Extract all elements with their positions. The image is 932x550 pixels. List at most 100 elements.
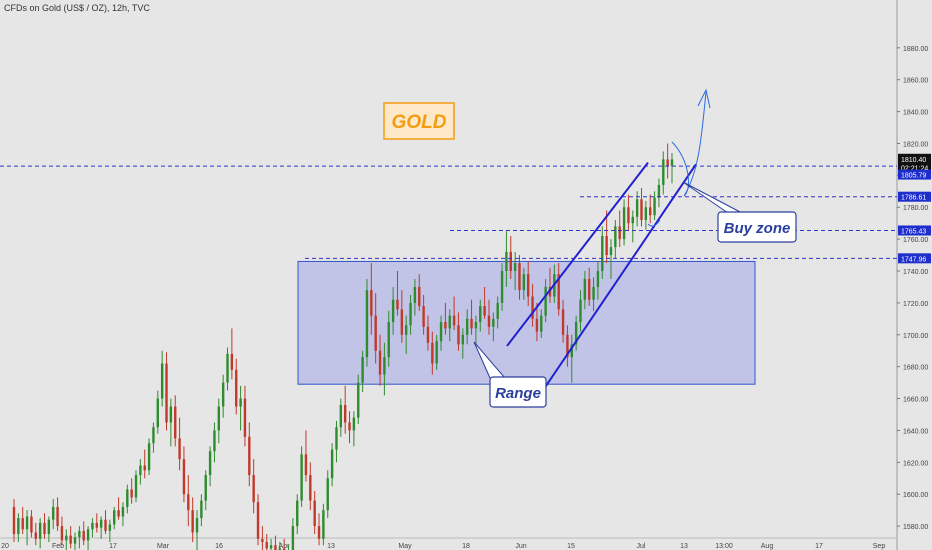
candle-body (169, 406, 173, 423)
candle-body (452, 315, 456, 326)
candle-body (282, 548, 286, 550)
candle-body (492, 318, 495, 327)
candle-body (17, 518, 20, 535)
projection-hook (647, 219, 661, 227)
candle-body (191, 510, 194, 533)
candle-body (535, 318, 539, 332)
candle-body (291, 526, 295, 550)
price-label-bg (898, 162, 931, 173)
candle-body (256, 502, 260, 539)
channel-upper-line (506, 161, 649, 347)
candle-body (500, 271, 504, 303)
candle-body (117, 510, 120, 517)
x-tick-label: Mar (157, 543, 170, 550)
x-tick-label: 13:00 (715, 543, 733, 550)
candle-body (378, 350, 382, 375)
buy-zone-callout-box (717, 211, 797, 243)
x-tick-label: 18 (462, 543, 470, 550)
candle-body (588, 278, 591, 300)
candle-body (139, 465, 142, 476)
candle-body (261, 538, 264, 543)
y-tick-label: 1780.00 (903, 205, 928, 212)
candle-body (352, 417, 356, 431)
candle-body (34, 532, 37, 539)
candle-body (121, 506, 125, 517)
candle-body (566, 334, 569, 358)
candle-body (60, 526, 64, 541)
candle-body (361, 357, 364, 383)
x-tick-label: 13 (327, 543, 335, 550)
y-tick-label: 1660.00 (903, 397, 928, 404)
candle-body (204, 475, 207, 501)
price-label-bg (898, 169, 931, 180)
price-label-bg (898, 253, 931, 264)
candle-body (322, 510, 325, 539)
candle-body (522, 274, 526, 291)
candle-body (248, 436, 251, 476)
candle-body (483, 306, 486, 316)
candle-body (396, 299, 399, 310)
y-tick-label: 1740.00 (903, 269, 928, 276)
price-label-bg (898, 191, 931, 202)
candle-body (317, 526, 321, 539)
candle-body (465, 318, 469, 335)
candle-body (243, 398, 247, 437)
candle-body (217, 406, 221, 431)
candle-body (614, 226, 617, 248)
candle-body (178, 438, 181, 460)
candle-body (479, 306, 482, 323)
x-tick-label: Sep (873, 543, 886, 550)
candle-body (86, 529, 90, 541)
x-tick-label: Jun (515, 543, 526, 550)
candle-body (496, 302, 499, 319)
x-tick-label: May (398, 543, 412, 550)
candle-body (91, 522, 94, 530)
candle-body (518, 263, 521, 291)
candle-body (526, 274, 530, 297)
candle-body (12, 506, 16, 535)
y-tick-label: 1600.00 (903, 492, 928, 499)
channel-lower-line (544, 163, 697, 388)
candle-body (43, 522, 46, 535)
x-tick-label: 17 (109, 543, 117, 550)
candle-body (570, 344, 573, 358)
candle-body (513, 263, 517, 272)
candle-body (548, 286, 552, 297)
candle-body (265, 542, 268, 549)
candle-body (583, 278, 587, 300)
candle-body (269, 545, 273, 549)
y-tick-label: 1580.00 (903, 524, 928, 531)
candle-body (38, 522, 42, 539)
y-tick-label: 1680.00 (903, 365, 928, 372)
candle-body (670, 159, 674, 166)
candle-body (435, 341, 438, 364)
candle-body (156, 398, 160, 428)
candle-body (374, 315, 377, 351)
y-tick-label: 1640.00 (903, 428, 928, 435)
candle-body (439, 322, 443, 342)
price-label-bg (898, 225, 931, 236)
candle-body (609, 247, 613, 256)
candle-body (487, 315, 491, 327)
candle-body (339, 404, 343, 428)
gold-label-text: GOLD (392, 112, 447, 133)
candle-body (143, 465, 146, 471)
candle-body (21, 518, 24, 530)
candle-body (69, 535, 72, 544)
y-tick-label: 1700.00 (903, 333, 928, 340)
candle-body (304, 454, 308, 476)
candle-body (174, 406, 177, 439)
candle-body (56, 506, 59, 527)
x-tick-label: 13 (680, 543, 688, 550)
price-label-bg (898, 153, 931, 164)
candle-body (152, 427, 155, 444)
candle-body (108, 524, 112, 531)
candle-body (579, 299, 582, 323)
candle-body (99, 519, 103, 528)
candle-body (130, 489, 133, 498)
candle-body (221, 382, 225, 407)
y-tick-label: 1820.00 (903, 141, 928, 148)
candle-body (404, 325, 408, 335)
